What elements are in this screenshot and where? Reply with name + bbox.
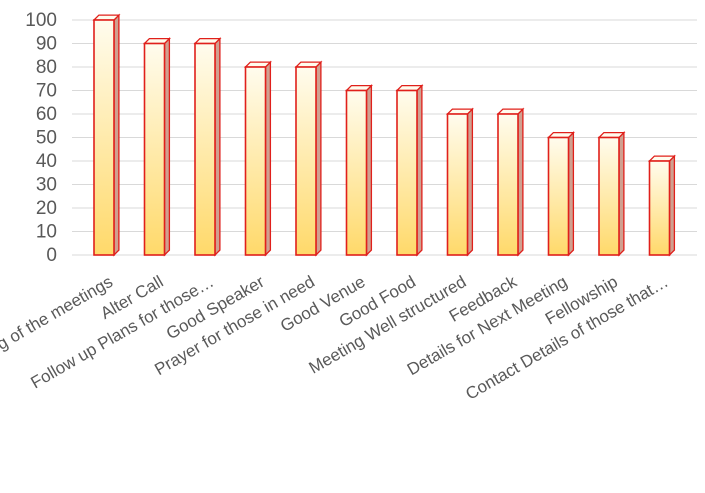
bar: [193, 37, 222, 257]
bar-front: [295, 66, 317, 256]
y-tick-label: 80: [36, 57, 57, 78]
y-tick-label: 0: [46, 245, 57, 266]
bar: [597, 131, 626, 257]
y-tick-label: 50: [36, 128, 57, 149]
bar: [243, 60, 272, 257]
bar: [294, 60, 323, 257]
bar-front: [345, 89, 368, 256]
bar-front: [446, 113, 469, 256]
bars: [92, 13, 676, 257]
y-tick-label: 40: [36, 151, 57, 172]
bar-front: [396, 89, 418, 256]
y-tick-label: 30: [36, 175, 57, 196]
y-tick-label: 60: [36, 104, 57, 125]
bar: [647, 154, 676, 257]
bar: [92, 13, 121, 257]
y-tick-label: 10: [36, 222, 57, 243]
bar: [445, 107, 474, 257]
y-tick-label: 90: [36, 34, 57, 55]
y-tick-label: 20: [36, 198, 57, 219]
bar-front: [547, 136, 570, 256]
y-tick-label: 100: [25, 10, 57, 31]
bar: [344, 84, 373, 257]
bar: [546, 131, 575, 257]
bar: [496, 107, 525, 257]
bar-front: [143, 42, 166, 256]
bar-front: [93, 19, 115, 256]
bar-front: [497, 113, 519, 256]
grid-lines: [72, 19, 697, 256]
y-tick-label: 70: [36, 81, 57, 102]
bar: [395, 84, 424, 257]
bar-front: [648, 160, 671, 256]
bar-front: [598, 136, 620, 256]
bar: [142, 37, 171, 257]
bar-front: [244, 66, 267, 256]
bar-front: [194, 42, 216, 256]
